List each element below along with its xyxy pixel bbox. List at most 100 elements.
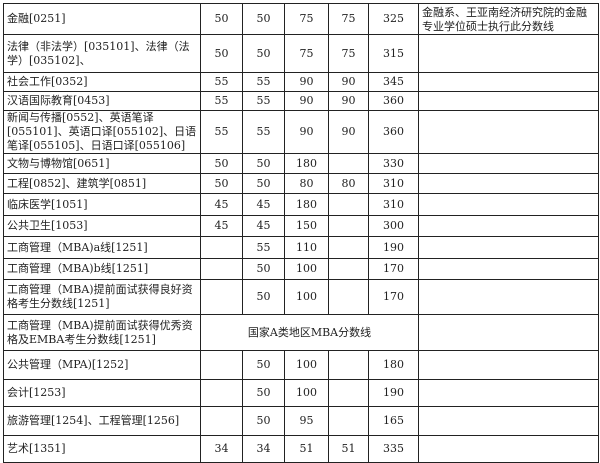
score-cell: 50 — [242, 258, 285, 280]
program-name-cell: 会计[1253] — [3, 379, 201, 407]
table-row: 新闻与传播[0552]、英语笔译[055101]、英语口译[055102]、日语… — [3, 110, 599, 154]
score-cell: 90 — [328, 110, 369, 154]
table-row: 旅游管理[1254]、工程管理[1256] 50 95 165 — [3, 406, 599, 436]
note-cell: 金融系、王亚南经济研究院的金融专业学位硕士执行此分数线 — [418, 3, 599, 35]
table-row: 工商管理（MBA)提前面试获得良好资格考生分数线[1251] 50 100 170 — [3, 279, 599, 315]
program-name-cell: 工商管理（MBA)a线[1251] — [3, 236, 201, 259]
score-cell: 50 — [200, 34, 243, 73]
score-cell: 90 — [328, 72, 369, 92]
table-row: 汉语国际教育[0453] 55 55 90 90 360 — [3, 91, 599, 111]
score-cell: 90 — [284, 110, 329, 154]
score-cell: 170 — [368, 258, 419, 280]
score-cell: 50 — [242, 3, 285, 35]
score-cell — [328, 193, 369, 216]
score-cell — [200, 236, 243, 259]
score-cell: 45 — [242, 193, 285, 216]
score-cell: 34 — [242, 435, 285, 463]
score-cell: 50 — [242, 34, 285, 73]
score-cell: 50 — [200, 173, 243, 194]
score-cell: 100 — [284, 258, 329, 280]
note-cell — [418, 258, 599, 280]
score-cell: 51 — [328, 435, 369, 463]
score-cell: 55 — [200, 91, 243, 111]
score-cell: 55 — [242, 91, 285, 111]
score-cell: 50 — [242, 173, 285, 194]
score-cell: 300 — [368, 215, 419, 237]
program-name-cell: 公共卫生[1053] — [3, 215, 201, 237]
program-name-cell: 工商管理（MBA)提前面试获得优秀资格及EMBA考生分数线[1251] — [3, 314, 201, 351]
note-cell — [418, 379, 599, 407]
score-cell: 50 — [200, 3, 243, 35]
table-row: 法律（非法学）[035101]、法律（法学）[035102]、 50 50 75 75 3… — [3, 34, 599, 73]
table-row: 金融[0251] 50 50 75 75 325 金融系、王亚南经济研究院的金融专业学位硕士… — [3, 3, 599, 35]
score-cell: 335 — [368, 435, 419, 463]
score-cell: 330 — [368, 153, 419, 174]
score-cell: 170 — [368, 279, 419, 315]
score-cell — [200, 350, 243, 380]
table-row: 会计[1253] 50 100 190 — [3, 379, 599, 407]
score-cell: 95 — [284, 406, 329, 436]
score-cell: 90 — [284, 72, 329, 92]
program-name-cell: 工商管理（MBA)提前面试获得良好资格考生分数线[1251] — [3, 279, 201, 315]
program-name-cell: 法律（非法学）[035101]、法律（法学）[035102]、 — [3, 34, 201, 73]
score-cell: 190 — [368, 379, 419, 407]
score-cell: 100 — [284, 379, 329, 407]
score-cell — [328, 379, 369, 407]
program-name-cell: 社会工作[0352] — [3, 72, 201, 92]
score-cell: 310 — [368, 173, 419, 194]
score-cell: 310 — [368, 193, 419, 216]
table-row: 公共管理（MPA)[1252] 50 100 180 — [3, 350, 599, 380]
score-cell — [328, 215, 369, 237]
score-cell — [328, 350, 369, 380]
score-cell: 150 — [284, 215, 329, 237]
score-cell — [328, 258, 369, 280]
score-table: 金融[0251] 50 50 75 75 325 金融系、王亚南经济研究院的金融专业学位硕士… — [3, 3, 599, 463]
program-name-cell: 艺术[1351] — [3, 435, 201, 463]
note-cell — [418, 435, 599, 463]
note-cell — [418, 314, 599, 351]
note-cell — [418, 110, 599, 154]
score-cell: 345 — [368, 72, 419, 92]
note-cell — [418, 193, 599, 216]
score-cell: 80 — [284, 173, 329, 194]
score-cell: 50 — [242, 406, 285, 436]
table-row: 艺术[1351] 34 34 51 51 335 — [3, 435, 599, 463]
table-row: 文物与博物馆[0651] 50 50 180 330 — [3, 153, 599, 174]
score-cell: 55 — [200, 110, 243, 154]
program-name-cell: 工商管理（MBA)b线[1251] — [3, 258, 201, 280]
score-cell — [200, 379, 243, 407]
score-cell: 190 — [368, 236, 419, 259]
program-name-cell: 旅游管理[1254]、工程管理[1256] — [3, 406, 201, 436]
score-cell: 50 — [200, 153, 243, 174]
score-cell: 50 — [242, 153, 285, 174]
score-cell: 75 — [328, 3, 369, 35]
score-cell: 45 — [242, 215, 285, 237]
program-name-cell: 临床医学[1051] — [3, 193, 201, 216]
note-cell — [418, 91, 599, 111]
program-name-cell: 新闻与传播[0552]、英语笔译[055101]、英语口译[055102]、日语… — [3, 110, 201, 154]
score-cell: 75 — [284, 34, 329, 73]
score-cell — [200, 258, 243, 280]
score-cell: 45 — [200, 215, 243, 237]
score-cell: 360 — [368, 110, 419, 154]
score-cell: 50 — [242, 350, 285, 380]
score-cell: 180 — [368, 350, 419, 380]
program-name-cell: 工程[0852]、建筑学[0851] — [3, 173, 201, 194]
score-cell: 325 — [368, 3, 419, 35]
table-row: 公共卫生[1053] 45 45 150 300 — [3, 215, 599, 237]
note-cell — [418, 350, 599, 380]
note-cell — [418, 406, 599, 436]
note-cell — [418, 153, 599, 174]
score-cell: 45 — [200, 193, 243, 216]
score-cell: 100 — [284, 350, 329, 380]
score-cell: 80 — [328, 173, 369, 194]
score-cell — [328, 279, 369, 315]
score-cell: 75 — [328, 34, 369, 73]
note-cell — [418, 215, 599, 237]
program-name-cell: 文物与博物馆[0651] — [3, 153, 201, 174]
score-cell: 50 — [242, 279, 285, 315]
score-cell: 51 — [284, 435, 329, 463]
score-cell: 100 — [284, 279, 329, 315]
score-cell: 55 — [242, 236, 285, 259]
score-cell: 360 — [368, 91, 419, 111]
